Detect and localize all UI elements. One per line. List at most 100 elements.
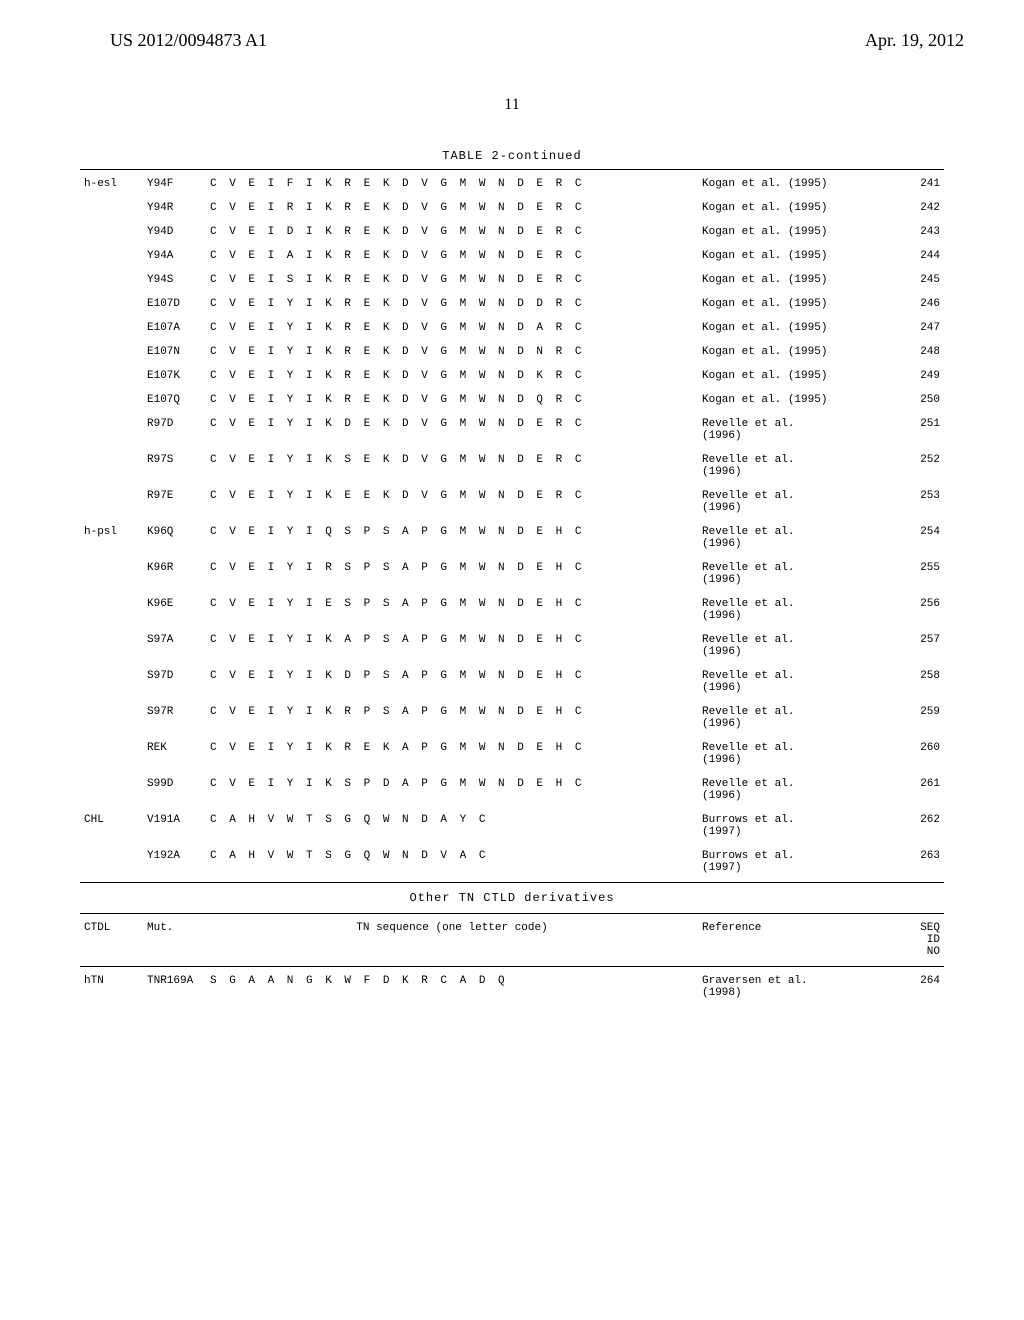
cell-seq-id: 244	[896, 244, 944, 268]
cell-reference-year: (1996)	[702, 682, 742, 694]
cell-seq-id: 245	[896, 268, 944, 292]
sid-l1: SEQ	[920, 922, 940, 934]
table-row: Y192AC A H V W T S G Q W N D V A CBurrow…	[80, 844, 944, 880]
cell-reference: Revelle et al.(1996)	[698, 520, 896, 556]
cell-mut: REK	[143, 736, 206, 772]
table-row: R97EC V E I Y I K E E K D V G M W N D E …	[80, 484, 944, 520]
cell-ctdl	[80, 556, 143, 592]
cell-mut: TNR169A	[143, 969, 206, 1005]
table-row: E107KC V E I Y I K R E K D V G M W N D K…	[80, 364, 944, 388]
rule-mid-3	[80, 966, 944, 967]
cell-sequence: C V E I Y I K R E K D V G M W N D Q R C	[206, 388, 698, 412]
cell-reference: Kogan et al. (1995)	[698, 340, 896, 364]
cell-seq-id: 256	[896, 592, 944, 628]
cell-seq-id: 254	[896, 520, 944, 556]
rule-mid-1	[80, 882, 944, 883]
cell-ctdl	[80, 484, 143, 520]
cell-reference: Revelle et al.(1996)	[698, 736, 896, 772]
cell-seq-id: 259	[896, 700, 944, 736]
cell-mut: Y94R	[143, 196, 206, 220]
cell-sequence: C A H V W T S G Q W N D A Y C	[206, 808, 698, 844]
cell-seq-id: 249	[896, 364, 944, 388]
table-row: CHLV191AC A H V W T S G Q W N D A Y CBur…	[80, 808, 944, 844]
cell-reference: Revelle et al.(1996)	[698, 628, 896, 664]
cell-reference: Kogan et al. (1995)	[698, 316, 896, 340]
cell-reference: Revelle et al.(1996)	[698, 412, 896, 448]
cell-seq-id: 247	[896, 316, 944, 340]
table-row: REKC V E I Y I K R E K A P G M W N D E H…	[80, 736, 944, 772]
sid-l3: NO	[927, 946, 940, 958]
cell-reference-year: (1996)	[702, 466, 742, 478]
subsection-header-table: CTDL Mut. TN sequence (one letter code) …	[80, 916, 944, 964]
cell-reference-year: (1998)	[702, 987, 742, 999]
cell-reference: Kogan et al. (1995)	[698, 244, 896, 268]
subsection-title: Other TN CTLD derivatives	[80, 885, 944, 911]
table-row: Y94RC V E I R I K R E K D V G M W N D E …	[80, 196, 944, 220]
cell-ctdl	[80, 364, 143, 388]
table-2-continued: TABLE 2-continued h-eslY94FC V E I F I K…	[80, 149, 944, 1005]
cell-seq-id: 263	[896, 844, 944, 880]
col-sid: SEQ ID NO	[896, 916, 944, 964]
cell-reference: Kogan et al. (1995)	[698, 268, 896, 292]
table-row: Y94DC V E I D I K R E K D V G M W N D E …	[80, 220, 944, 244]
cell-sequence: C V E I Y I K R E K D V G M W N D K R C	[206, 364, 698, 388]
cell-sequence: C V E I Y I K R E K D V G M W N D N R C	[206, 340, 698, 364]
cell-sequence: C V E I Y I K S P D A P G M W N D E H C	[206, 772, 698, 808]
patent-date: Apr. 19, 2012	[865, 30, 964, 51]
cell-reference: Revelle et al.(1996)	[698, 484, 896, 520]
cell-mut: E107K	[143, 364, 206, 388]
cell-sequence: C V E I Y I Q S P S A P G M W N D E H C	[206, 520, 698, 556]
cell-reference: Kogan et al. (1995)	[698, 364, 896, 388]
rule-top	[80, 169, 944, 170]
cell-reference: Kogan et al. (1995)	[698, 292, 896, 316]
cell-sequence: C V E I Y I R S P S A P G M W N D E H C	[206, 556, 698, 592]
cell-reference: Revelle et al.(1996)	[698, 448, 896, 484]
cell-reference: Kogan et al. (1995)	[698, 172, 896, 196]
cell-ctdl	[80, 244, 143, 268]
table-title: TABLE 2-continued	[80, 149, 944, 163]
cell-reference-year: (1996)	[702, 430, 742, 442]
cell-reference: Kogan et al. (1995)	[698, 388, 896, 412]
rule-mid-2	[80, 913, 944, 914]
cell-seq-id: 250	[896, 388, 944, 412]
cell-sequence: C V E I Y I K D E K D V G M W N D E R C	[206, 412, 698, 448]
column-header-row: CTDL Mut. TN sequence (one letter code) …	[80, 916, 944, 964]
cell-sequence: C V E I Y I K A P S A P G M W N D E H C	[206, 628, 698, 664]
cell-reference-year: (1996)	[702, 502, 742, 514]
cell-reference-year: (1996)	[702, 646, 742, 658]
cell-seq-id: 252	[896, 448, 944, 484]
cell-sequence: C V E I Y I K R E K D V G M W N D D R C	[206, 292, 698, 316]
table-row: h-eslY94FC V E I F I K R E K D V G M W N…	[80, 172, 944, 196]
cell-seq-id: 264	[896, 969, 944, 1005]
cell-mut: K96R	[143, 556, 206, 592]
cell-sequence: C V E I A I K R E K D V G M W N D E R C	[206, 244, 698, 268]
cell-sequence: C A H V W T S G Q W N D V A C	[206, 844, 698, 880]
table-row: E107AC V E I Y I K R E K D V G M W N D A…	[80, 316, 944, 340]
cell-mut: Y94S	[143, 268, 206, 292]
cell-reference-year: (1996)	[702, 718, 742, 730]
cell-ctdl	[80, 316, 143, 340]
col-seq: TN sequence (one letter code)	[206, 916, 698, 964]
cell-ctdl	[80, 196, 143, 220]
cell-mut: E107Q	[143, 388, 206, 412]
table-row: E107DC V E I Y I K R E K D V G M W N D D…	[80, 292, 944, 316]
cell-sequence: C V E I R I K R E K D V G M W N D E R C	[206, 196, 698, 220]
cell-seq-id: 243	[896, 220, 944, 244]
cell-reference: Graversen et al.(1998)	[698, 969, 896, 1005]
cell-seq-id: 255	[896, 556, 944, 592]
table-row: h-pslK96QC V E I Y I Q S P S A P G M W N…	[80, 520, 944, 556]
cell-mut: S97R	[143, 700, 206, 736]
cell-seq-id: 257	[896, 628, 944, 664]
table-row: E107NC V E I Y I K R E K D V G M W N D N…	[80, 340, 944, 364]
page-number: 11	[0, 96, 1024, 114]
table-row: K96EC V E I Y I E S P S A P G M W N D E …	[80, 592, 944, 628]
cell-reference: Revelle et al.(1996)	[698, 700, 896, 736]
cell-mut: S97D	[143, 664, 206, 700]
cell-ctdl: hTN	[80, 969, 143, 1005]
cell-sequence: C V E I F I K R E K D V G M W N D E R C	[206, 172, 698, 196]
cell-sequence: C V E I Y I K D P S A P G M W N D E H C	[206, 664, 698, 700]
cell-mut: Y94D	[143, 220, 206, 244]
col-ref: Reference	[698, 916, 896, 964]
cell-reference: Kogan et al. (1995)	[698, 220, 896, 244]
cell-reference-year: (1997)	[702, 862, 742, 874]
